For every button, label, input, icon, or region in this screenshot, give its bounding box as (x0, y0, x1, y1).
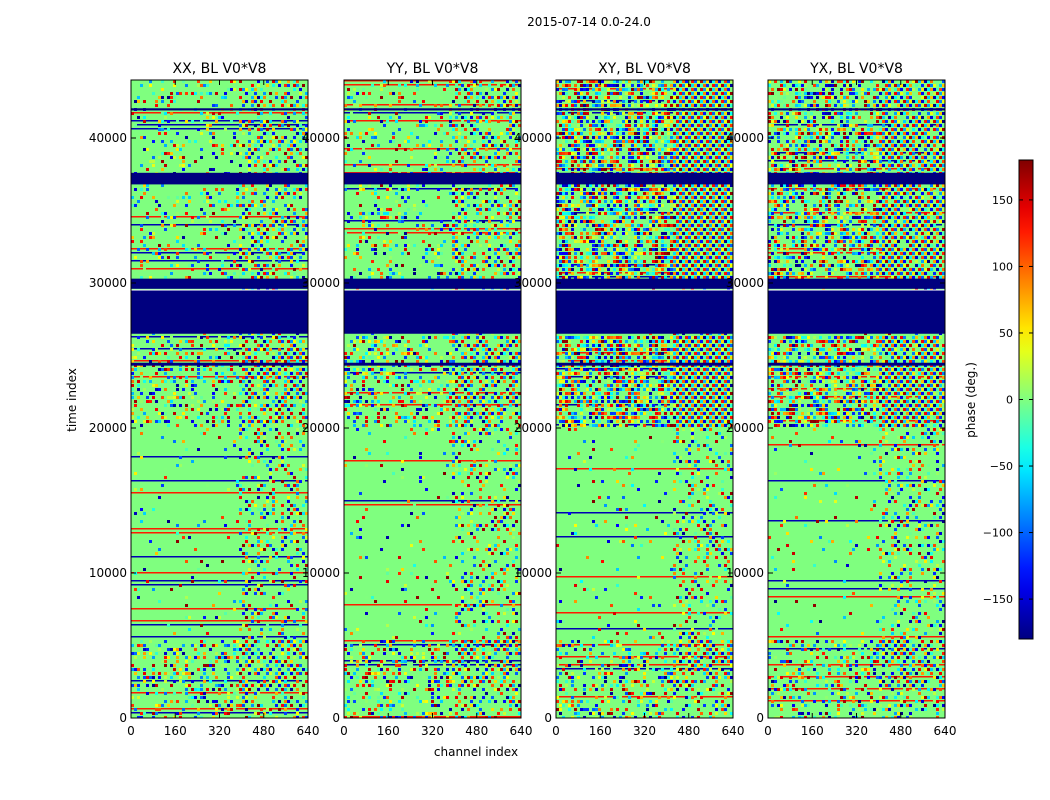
phase-image (344, 80, 521, 718)
x-tick-label: 640 (297, 724, 320, 738)
y-tick-label: 10000 (89, 566, 127, 580)
y-tick-label: 30000 (302, 276, 340, 290)
x-tick-label: 320 (208, 724, 231, 738)
panel-title: YX, BL V0*V8 (809, 61, 903, 77)
panel-1: XX, BL V0*V8 0 160 320 480 640 0 10000 20000 3000… (89, 61, 320, 738)
x-tick-label: 320 (421, 724, 444, 738)
panels-group: XX, BL V0*V8 0 160 320 480 640 0 10000 20000 3000… (89, 61, 957, 738)
colorbar-tick-label: 50 (999, 327, 1013, 340)
colorbar-tick-label: 150 (992, 194, 1013, 207)
phase-image (768, 80, 945, 718)
x-tick-label: 640 (510, 724, 533, 738)
y-tick-label: 40000 (302, 131, 340, 145)
y-tick-label: 20000 (726, 421, 764, 435)
x-tick-label: 0 (127, 724, 135, 738)
flagged-band (344, 108, 521, 111)
flagged-band (131, 278, 308, 289)
flagged-band (131, 172, 308, 185)
x-tick-label: 0 (764, 724, 772, 738)
y-tick-label: 0 (544, 711, 552, 725)
flagged-band (556, 108, 733, 111)
x-tick-label: 160 (801, 724, 824, 738)
y-tick-label: 10000 (302, 566, 340, 580)
colorbar-label: phase (deg.) (964, 362, 978, 438)
flagged-band (131, 290, 308, 334)
flagged-band (131, 362, 308, 366)
y-tick-label: 40000 (726, 131, 764, 145)
y-tick-label: 30000 (726, 276, 764, 290)
colorbar: −150 −100 −50 0 50 100 150 phase (deg.) (964, 159, 1034, 640)
panel-title: XX, BL V0*V8 (173, 61, 267, 77)
flagged-band (768, 362, 945, 366)
y-tick-label: 20000 (89, 421, 127, 435)
x-tick-label: 480 (677, 724, 700, 738)
x-tick-label: 0 (552, 724, 560, 738)
flagged-band (556, 278, 733, 289)
colorbar-tick-label: −150 (983, 593, 1013, 606)
flagged-band (131, 108, 308, 111)
x-tick-label: 640 (722, 724, 745, 738)
y-tick-label: 20000 (514, 421, 552, 435)
y-tick-label: 0 (332, 711, 340, 725)
x-tick-label: 480 (465, 724, 488, 738)
x-tick-label: 480 (252, 724, 275, 738)
y-tick-label: 40000 (89, 131, 127, 145)
flagged-band (768, 290, 945, 334)
colorbar-tick-label: 0 (1006, 394, 1013, 407)
y-tick-label: 20000 (302, 421, 340, 435)
figure-title: 2015-07-14 0.0-24.0 (527, 15, 651, 29)
flagged-band (344, 290, 521, 334)
y-tick-label: 30000 (514, 276, 552, 290)
y-axis-label: time index (65, 368, 79, 432)
x-axis-label: channel index (434, 745, 518, 759)
panel-title: XY, BL V0*V8 (598, 61, 691, 77)
flagged-band (556, 362, 733, 366)
flagged-band (344, 278, 521, 289)
colorbar-tick-label: −100 (983, 527, 1013, 540)
panel-2: YY, BL V0*V8 0 160 320 480 640 0 10000 20000 3000… (302, 61, 533, 738)
y-tick-label: 0 (119, 711, 127, 725)
x-tick-label: 640 (934, 724, 957, 738)
y-tick-label: 10000 (726, 566, 764, 580)
flagged-band (768, 108, 945, 111)
y-tick-label: 40000 (514, 131, 552, 145)
phase-image (131, 80, 308, 718)
x-tick-label: 160 (377, 724, 400, 738)
phase-image (556, 80, 733, 718)
flagged-band (768, 172, 945, 185)
y-tick-label: 10000 (514, 566, 552, 580)
y-tick-label: 30000 (89, 276, 127, 290)
x-tick-label: 480 (889, 724, 912, 738)
x-tick-label: 320 (845, 724, 868, 738)
flagged-band (344, 172, 521, 185)
flagged-band (344, 362, 521, 366)
flagged-band (768, 278, 945, 289)
panel-title: YY, BL V0*V8 (386, 61, 479, 77)
panel-3: XY, BL V0*V8 0 160 320 480 640 0 10000 20000 3000… (514, 61, 745, 738)
x-tick-label: 0 (340, 724, 348, 738)
colorbar-tick-label: 100 (992, 260, 1013, 273)
x-tick-label: 160 (589, 724, 612, 738)
y-tick-label: 0 (756, 711, 764, 725)
x-tick-label: 160 (164, 724, 187, 738)
flagged-band (556, 172, 733, 185)
colorbar-tick-label: −50 (990, 460, 1013, 473)
panel-4: YX, BL V0*V8 0 160 320 480 640 0 10000 20000 3000… (726, 61, 957, 738)
x-tick-label: 320 (633, 724, 656, 738)
flagged-band (556, 290, 733, 334)
